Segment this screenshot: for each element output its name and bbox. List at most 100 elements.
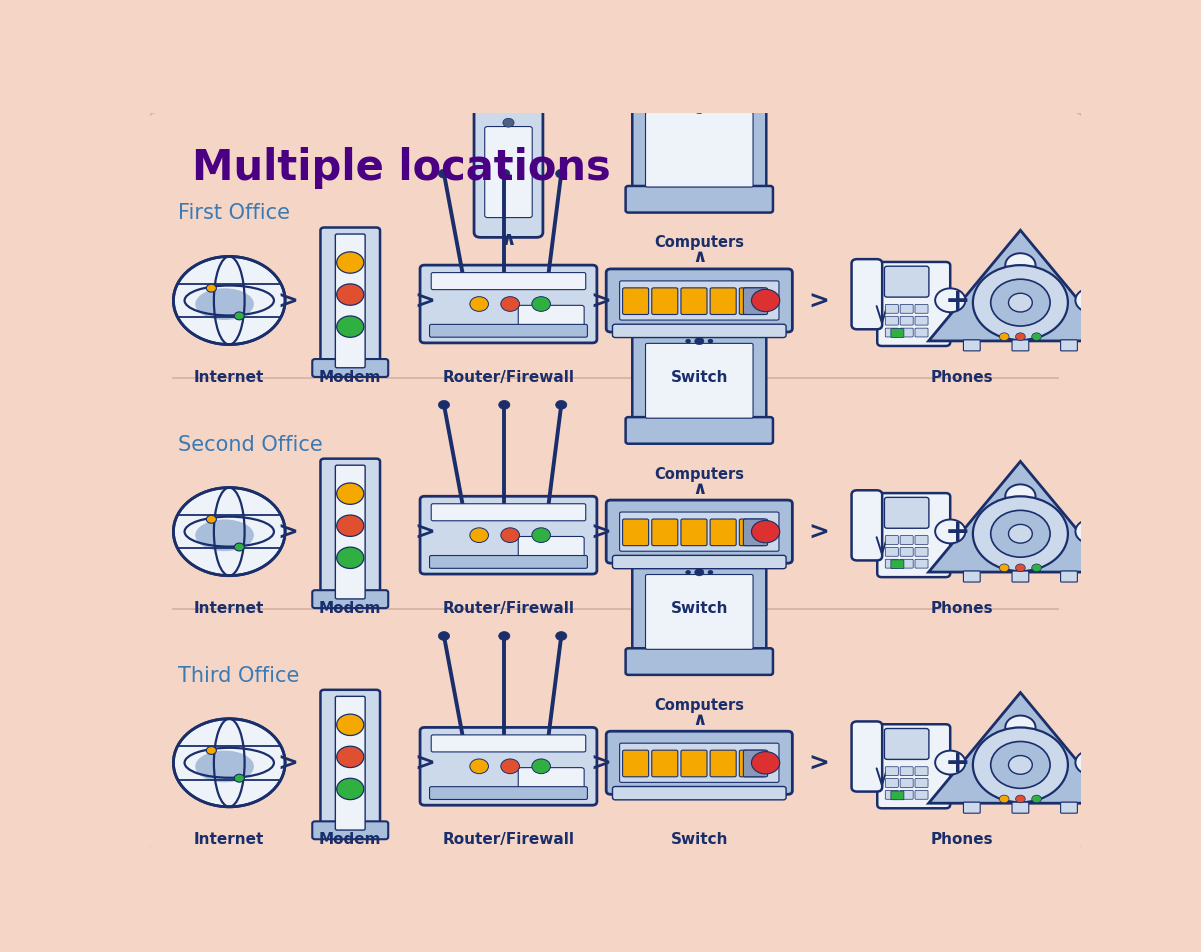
Circle shape — [438, 401, 449, 409]
Circle shape — [234, 312, 244, 321]
Circle shape — [336, 484, 364, 505]
Text: Phones: Phones — [931, 601, 993, 615]
Circle shape — [470, 759, 489, 774]
FancyBboxPatch shape — [900, 328, 913, 338]
FancyBboxPatch shape — [474, 108, 543, 238]
Text: Router/Firewall: Router/Firewall — [442, 601, 574, 615]
FancyBboxPatch shape — [915, 779, 928, 787]
Circle shape — [532, 297, 550, 312]
FancyBboxPatch shape — [626, 648, 773, 675]
Polygon shape — [928, 231, 1112, 342]
Circle shape — [694, 338, 704, 346]
FancyBboxPatch shape — [915, 328, 928, 338]
FancyBboxPatch shape — [626, 418, 773, 445]
FancyBboxPatch shape — [620, 512, 779, 551]
Circle shape — [973, 266, 1068, 341]
FancyBboxPatch shape — [885, 560, 898, 568]
FancyBboxPatch shape — [312, 360, 388, 378]
Circle shape — [501, 528, 520, 543]
FancyBboxPatch shape — [852, 260, 883, 330]
Circle shape — [438, 632, 449, 641]
Ellipse shape — [196, 289, 253, 321]
FancyBboxPatch shape — [420, 727, 597, 805]
Polygon shape — [928, 693, 1112, 803]
FancyBboxPatch shape — [431, 273, 586, 290]
Circle shape — [470, 528, 489, 543]
Circle shape — [936, 289, 966, 313]
Text: +: + — [945, 518, 970, 546]
Circle shape — [694, 569, 704, 576]
Circle shape — [991, 280, 1050, 327]
Circle shape — [173, 719, 285, 807]
FancyBboxPatch shape — [1012, 803, 1029, 813]
Circle shape — [686, 570, 691, 575]
Circle shape — [556, 401, 567, 409]
FancyBboxPatch shape — [900, 779, 913, 787]
FancyBboxPatch shape — [710, 750, 736, 777]
FancyBboxPatch shape — [915, 317, 928, 326]
FancyBboxPatch shape — [885, 779, 898, 787]
Circle shape — [470, 297, 489, 312]
Circle shape — [1005, 254, 1035, 278]
FancyBboxPatch shape — [885, 547, 898, 557]
FancyBboxPatch shape — [915, 767, 928, 776]
Text: ∧: ∧ — [692, 248, 706, 267]
Circle shape — [173, 488, 285, 576]
Circle shape — [1016, 565, 1026, 572]
Circle shape — [173, 257, 285, 346]
FancyBboxPatch shape — [420, 497, 597, 574]
FancyBboxPatch shape — [645, 575, 753, 649]
FancyBboxPatch shape — [626, 187, 773, 213]
FancyBboxPatch shape — [622, 750, 649, 777]
FancyBboxPatch shape — [620, 282, 779, 321]
Circle shape — [1016, 333, 1026, 341]
Text: Router/Firewall: Router/Firewall — [442, 831, 574, 846]
Circle shape — [686, 340, 691, 344]
FancyBboxPatch shape — [891, 329, 904, 338]
Circle shape — [973, 727, 1068, 803]
FancyBboxPatch shape — [681, 288, 707, 315]
Circle shape — [936, 751, 966, 775]
Text: Multiple locations: Multiple locations — [192, 148, 611, 189]
Circle shape — [752, 521, 779, 544]
Text: >: > — [277, 289, 298, 313]
FancyBboxPatch shape — [915, 790, 928, 800]
FancyBboxPatch shape — [607, 501, 793, 564]
FancyBboxPatch shape — [852, 722, 883, 792]
FancyBboxPatch shape — [335, 466, 365, 600]
FancyBboxPatch shape — [519, 537, 584, 565]
FancyBboxPatch shape — [740, 520, 765, 546]
FancyBboxPatch shape — [613, 556, 787, 569]
Text: >: > — [414, 289, 435, 313]
FancyBboxPatch shape — [632, 103, 766, 195]
Text: Internet: Internet — [195, 601, 264, 615]
FancyBboxPatch shape — [885, 328, 898, 338]
Circle shape — [1075, 289, 1106, 313]
Text: ∧: ∧ — [501, 229, 516, 248]
FancyBboxPatch shape — [884, 267, 928, 298]
Circle shape — [336, 252, 364, 274]
FancyBboxPatch shape — [900, 306, 913, 314]
FancyBboxPatch shape — [519, 768, 584, 795]
Text: ∧: ∧ — [692, 479, 706, 497]
Circle shape — [707, 570, 713, 575]
FancyBboxPatch shape — [312, 590, 388, 608]
FancyBboxPatch shape — [1060, 341, 1077, 351]
Text: Internet: Internet — [195, 369, 264, 385]
Circle shape — [1032, 333, 1041, 341]
FancyBboxPatch shape — [652, 750, 677, 777]
Text: >: > — [590, 289, 611, 313]
FancyBboxPatch shape — [613, 786, 787, 800]
Circle shape — [686, 109, 691, 113]
Text: +: + — [945, 748, 970, 778]
Circle shape — [336, 285, 364, 306]
FancyBboxPatch shape — [900, 790, 913, 800]
Circle shape — [973, 497, 1068, 571]
FancyBboxPatch shape — [312, 822, 388, 840]
FancyBboxPatch shape — [885, 306, 898, 314]
Circle shape — [207, 746, 216, 755]
Circle shape — [1009, 294, 1033, 312]
FancyBboxPatch shape — [900, 560, 913, 568]
FancyBboxPatch shape — [740, 288, 765, 315]
Circle shape — [438, 170, 449, 179]
